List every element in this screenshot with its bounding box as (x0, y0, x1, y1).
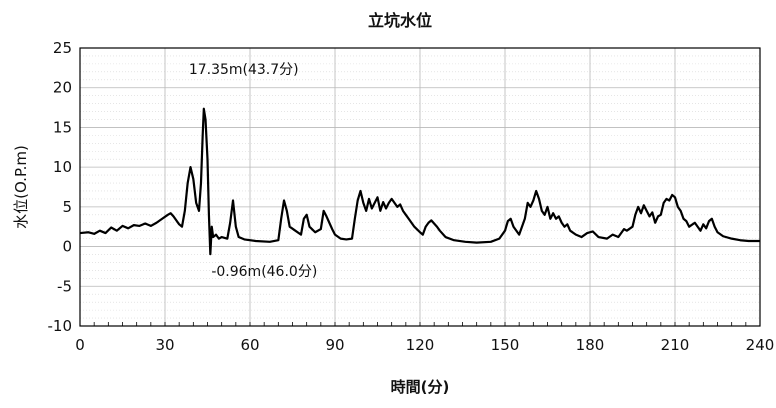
y-axis-ticks: 25 20 15 10 5 0 -5 -10 (48, 39, 73, 335)
plot-area (79, 47, 761, 327)
y-tick-label: 5 (62, 198, 72, 216)
x-tick-label: 30 (155, 336, 174, 354)
x-tick-label: 60 (240, 336, 259, 354)
y-tick-label: 0 (62, 238, 72, 256)
y-tick-label: 15 (53, 118, 72, 136)
x-tick-label: 240 (746, 336, 775, 354)
y-axis-label: 水位(O.P.m) (12, 145, 30, 229)
y-tick-label: -5 (57, 277, 72, 295)
y-tick-label: 20 (53, 79, 72, 97)
y-tick-label: 25 (53, 39, 72, 57)
x-tick-label: 150 (491, 336, 520, 354)
grid (79, 47, 761, 327)
water-level-line (79, 107, 760, 256)
x-tick-label: 90 (325, 336, 344, 354)
x-tick-label: 210 (661, 336, 690, 354)
x-axis-label: 時間(分) (391, 378, 450, 396)
y-tick-label: -10 (48, 317, 73, 335)
x-tick-label: 180 (576, 336, 605, 354)
annotation-min-level: -0.96m(46.0分) (211, 264, 317, 280)
chart-title: 立坑水位 (368, 11, 432, 30)
x-tick-label: 0 (75, 336, 85, 354)
x-tick-label: 120 (406, 336, 435, 354)
y-tick-label: 10 (53, 158, 72, 176)
x-axis-ticks: 0 30 60 90 120 150 180 210 240 (75, 336, 774, 354)
annotation-max-level: 17.35m(43.7分) (189, 62, 299, 78)
